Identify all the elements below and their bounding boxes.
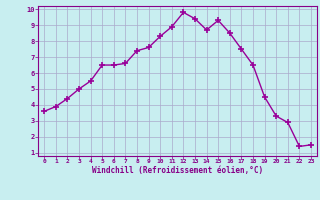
X-axis label: Windchill (Refroidissement éolien,°C): Windchill (Refroidissement éolien,°C) xyxy=(92,166,263,175)
